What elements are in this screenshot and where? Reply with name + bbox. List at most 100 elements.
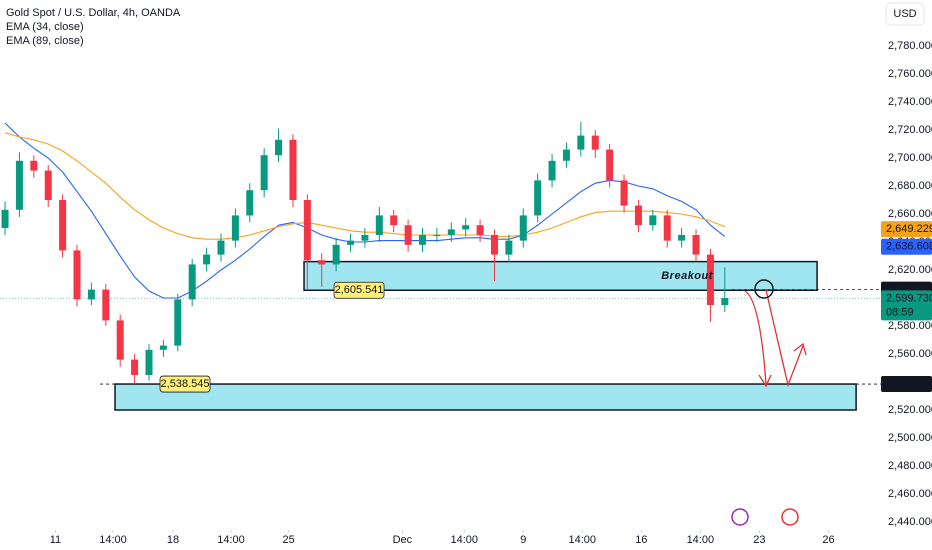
legend-entry: EMA (34, close): [6, 21, 84, 33]
candle-body: [634, 205, 642, 226]
y-tick-label: 2,700.000: [888, 152, 932, 164]
candle-body: [131, 359, 139, 376]
candle-body: [419, 235, 427, 245]
level-label-box: [159, 375, 211, 393]
y-tick-label: 2,520.000: [888, 404, 932, 416]
x-tick-label: 14:00: [217, 534, 245, 546]
x-tick-label: 11: [50, 534, 61, 546]
x-tick-label: 14:00: [569, 534, 597, 546]
x-tick-label: Dec: [393, 534, 413, 546]
zone: [114, 383, 857, 411]
currency[interactable]: USD: [893, 8, 916, 20]
price-lines: [0, 289, 881, 385]
candle-body: [15, 160, 23, 210]
y-tick-label: 2,480.000: [888, 460, 932, 472]
candle-body: [462, 225, 470, 230]
candle-body: [519, 215, 527, 241]
candle-body: [577, 135, 585, 150]
candle-body: [361, 235, 369, 241]
candle-body: [433, 235, 441, 237]
x-tick-label: 14:00: [99, 534, 127, 546]
candle-body: [332, 244, 340, 265]
candle-body: [203, 254, 211, 265]
candle-body: [591, 135, 599, 150]
level-label: 2,605.541: [335, 284, 384, 296]
price-tag-label: 2,649.229: [886, 223, 932, 235]
candle-body: [663, 215, 671, 241]
candle-body: [73, 250, 81, 300]
candle-body: [260, 155, 268, 191]
annotation: Breakout: [661, 270, 714, 282]
candle-body: [188, 264, 196, 300]
x-tick-label: 16: [635, 534, 647, 546]
breakout-circle: [754, 279, 774, 299]
candle-body: [534, 180, 542, 216]
price-tag: [881, 376, 932, 393]
candle-body: [490, 235, 498, 255]
y-tick-label: 2,780.000: [888, 40, 932, 52]
arrow-head: [793, 342, 807, 356]
candle-body: [447, 229, 455, 236]
level-label: 2,538.545: [161, 378, 210, 390]
candle-body: [606, 149, 614, 181]
y-tick-label: 2,740.000: [888, 96, 932, 108]
price-tag-label: 2,538.545: [886, 378, 932, 390]
candle-body: [289, 139, 297, 201]
candle-body: [87, 289, 95, 300]
price-tag: [881, 238, 932, 255]
y-tick-label: 2,760.000: [888, 68, 932, 80]
x-tick-label: 9: [520, 534, 526, 546]
x-tick-label: 23: [753, 534, 765, 546]
candle-body: [159, 345, 167, 350]
y-tick-label: 2,440.000: [888, 516, 932, 528]
x-tick-label: 18: [167, 534, 179, 546]
price-tag-label: 2,599.730: [886, 292, 932, 304]
level-label-box: [333, 281, 385, 299]
y-tick-label: 2,580.000: [888, 320, 932, 332]
zone: [303, 260, 818, 291]
candle-body: [692, 235, 700, 255]
x-tick-label: 14:00: [450, 534, 478, 546]
candle-body: [246, 190, 254, 216]
price-tag: [881, 290, 932, 321]
y-tick-label: 2,660.000: [888, 208, 932, 220]
y-tick-label: 2,720.000: [888, 124, 932, 136]
candle-body: [231, 215, 239, 241]
y-tick-label: 2,460.000: [888, 488, 932, 500]
arrow-path: [765, 289, 804, 388]
candle-body: [620, 180, 628, 206]
candle-body: [303, 200, 311, 261]
arrow-down: [744, 290, 767, 385]
candles: [1, 121, 729, 385]
currency-button[interactable]: [885, 2, 925, 26]
y-tick-label: 2,680.000: [888, 180, 932, 192]
candle-body: [706, 254, 714, 306]
x-tick-label: 14:00: [687, 534, 715, 546]
candle-body: [404, 225, 412, 245]
candle-body: [505, 240, 513, 255]
countdown: 08:59: [886, 306, 914, 318]
candle-body: [562, 149, 570, 161]
candle-body: [174, 299, 182, 346]
axes: 2,440.000 2,460.000 2,480.000 2,500.000 2,52…: [50, 40, 932, 546]
candle-body: [721, 298, 729, 306]
candle-body: [44, 170, 52, 201]
candle-body: [1, 209, 9, 229]
candle-body: [116, 320, 124, 360]
annotations: Breakout 2,605.541 2,538.545: [159, 270, 807, 526]
y-tick-label: 2,500.000: [888, 432, 932, 444]
event-icon[interactable]: [731, 508, 749, 526]
candle-body: [678, 235, 686, 241]
x-tick-label: 25: [283, 534, 295, 546]
legend-entry: EMA (89, close): [6, 35, 84, 47]
candle-body: [375, 215, 383, 236]
candle-body: [318, 260, 326, 265]
candle-body: [59, 200, 67, 251]
arrow-head: [758, 374, 772, 388]
y-tick-label: 2,620.000: [888, 264, 932, 276]
event-icon[interactable]: [781, 508, 799, 526]
x-tick-label: 26: [822, 534, 834, 546]
price-tag: [881, 221, 932, 238]
candle-body: [217, 240, 225, 255]
